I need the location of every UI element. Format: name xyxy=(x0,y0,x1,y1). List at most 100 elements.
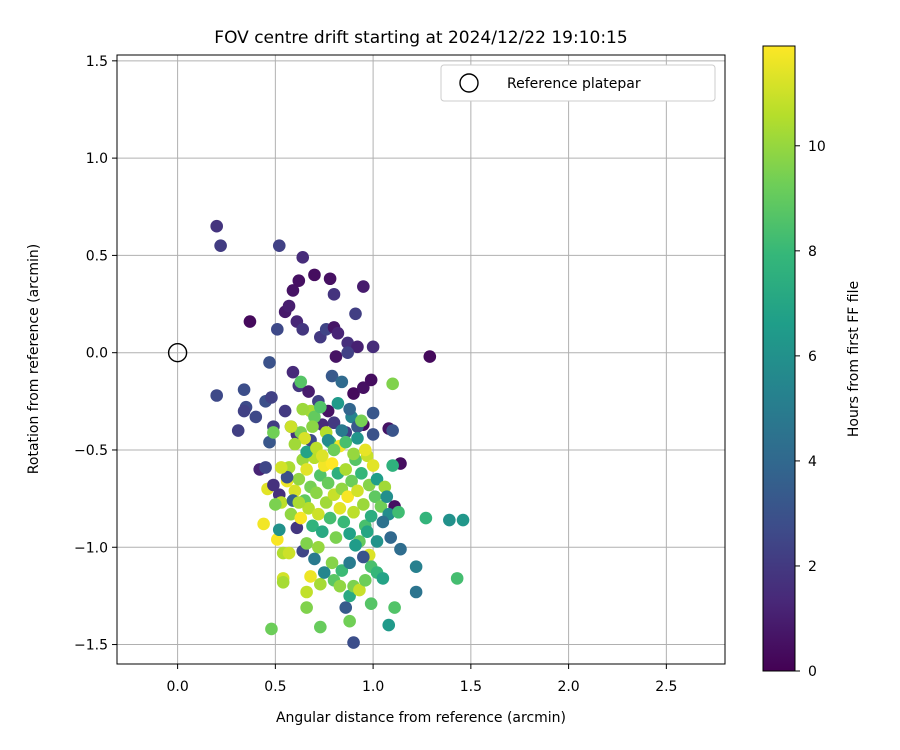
chart-title: FOV centre drift starting at 2024/12/22 … xyxy=(214,28,627,48)
scatter-point xyxy=(294,511,308,525)
scatter-point xyxy=(308,410,321,424)
scatter-point xyxy=(366,406,380,420)
scatter-point xyxy=(302,385,315,398)
scatter-point xyxy=(231,424,245,437)
scatter-point xyxy=(331,326,345,340)
scatter-point xyxy=(366,428,380,441)
scatter-point xyxy=(384,531,397,544)
scatter-point xyxy=(335,375,349,389)
scatter-point xyxy=(321,433,335,447)
x-tick-label: 2.5 xyxy=(655,679,677,695)
scatter-point xyxy=(370,535,384,548)
scatter-point xyxy=(288,484,302,498)
scatter-point xyxy=(335,564,349,577)
scatter-points xyxy=(210,219,470,649)
scatter-point xyxy=(353,583,366,597)
scatter-point xyxy=(331,396,345,410)
y-axis-ticks: −1.5 −1.0 −0.5 0.0 0.5 1.0 1.5 xyxy=(74,54,117,654)
scatter-point xyxy=(443,513,456,527)
scatter-point xyxy=(257,517,270,531)
scatter-point xyxy=(386,377,399,391)
scatter-point xyxy=(280,470,294,484)
scatter-point xyxy=(292,496,306,509)
y-tick-label: −1.0 xyxy=(74,540,108,556)
scatter-point xyxy=(237,383,251,396)
x-tick-label: 0.0 xyxy=(166,679,188,695)
scatter-point xyxy=(341,346,354,359)
scatter-point xyxy=(300,445,313,459)
scatter-point xyxy=(296,323,310,336)
scatter-point xyxy=(343,402,356,416)
colorbar-tick-label: 4 xyxy=(808,454,817,470)
scatter-point xyxy=(370,472,384,486)
scatter-point xyxy=(364,373,378,387)
scatter-point xyxy=(343,614,356,628)
y-tick-label: 1.5 xyxy=(86,54,108,70)
scatter-point xyxy=(249,410,263,424)
scatter-point xyxy=(335,424,349,437)
colorbar-label: Hours from first FF file xyxy=(846,281,862,437)
scatter-point xyxy=(317,566,331,579)
scatter-point xyxy=(310,486,323,500)
colorbar-tick-label: 6 xyxy=(808,349,817,365)
x-tick-label: 0.5 xyxy=(264,679,286,695)
legend-entry-label: Reference platepar xyxy=(507,76,641,92)
scatter-point xyxy=(278,404,292,418)
scatter-point xyxy=(386,459,399,472)
scatter-point xyxy=(259,461,272,474)
scatter-point xyxy=(321,476,335,490)
scatter-point xyxy=(355,414,368,428)
scatter-point xyxy=(269,498,282,511)
scatter-point xyxy=(360,525,374,538)
scatter-point xyxy=(325,556,339,570)
scatter-point xyxy=(282,546,296,560)
scatter-point xyxy=(351,484,364,498)
scatter-point xyxy=(314,577,327,591)
scatter-point xyxy=(272,523,286,537)
scatter-point xyxy=(306,420,319,433)
scatter-point xyxy=(237,404,251,418)
scatter-point xyxy=(343,556,356,570)
scatter-point xyxy=(296,402,310,416)
scatter-point xyxy=(300,463,313,476)
y-tick-label: 0.5 xyxy=(86,248,108,264)
scatter-point xyxy=(300,537,313,550)
scatter-point xyxy=(364,597,378,610)
scatter-point xyxy=(357,280,370,293)
scatter-point xyxy=(210,219,224,233)
scatter-point xyxy=(327,416,341,430)
scatter-point xyxy=(409,585,423,599)
y-axis-label: Rotation from reference (arcmin) xyxy=(26,244,42,474)
scatter-point xyxy=(388,601,401,614)
scatter-point xyxy=(368,490,382,503)
colorbar-ticks: 0 2 4 6 8 10 xyxy=(795,139,826,680)
y-tick-label: −1.5 xyxy=(74,638,108,654)
scatter-point xyxy=(347,447,360,461)
scatter-point xyxy=(267,478,280,492)
legend-box xyxy=(440,64,716,102)
scatter-point xyxy=(306,519,319,533)
scatter-point xyxy=(263,356,276,369)
scatter-point xyxy=(314,620,327,634)
scatter-point xyxy=(304,570,317,583)
scatter-point xyxy=(210,389,224,402)
scatter-point xyxy=(308,268,321,282)
scatter-point xyxy=(243,315,257,328)
scatter-point xyxy=(450,572,464,585)
reference-marker xyxy=(167,342,188,363)
scatter-point xyxy=(308,552,321,566)
scatter-point xyxy=(378,480,392,494)
scatter-point xyxy=(347,636,360,649)
scatter-point xyxy=(333,579,347,593)
scatter-point xyxy=(347,505,360,519)
scatter-point xyxy=(329,350,343,363)
scatter-point xyxy=(292,472,306,486)
scatter-point xyxy=(357,550,370,564)
scatter-point xyxy=(290,521,304,535)
scatter-point xyxy=(323,272,337,286)
scatter-point xyxy=(341,336,354,350)
x-axis-label: Angular distance from reference (arcmin) xyxy=(276,710,566,726)
scatter-point xyxy=(267,426,280,439)
scatter-point xyxy=(315,449,329,463)
scatter-point xyxy=(272,239,286,252)
